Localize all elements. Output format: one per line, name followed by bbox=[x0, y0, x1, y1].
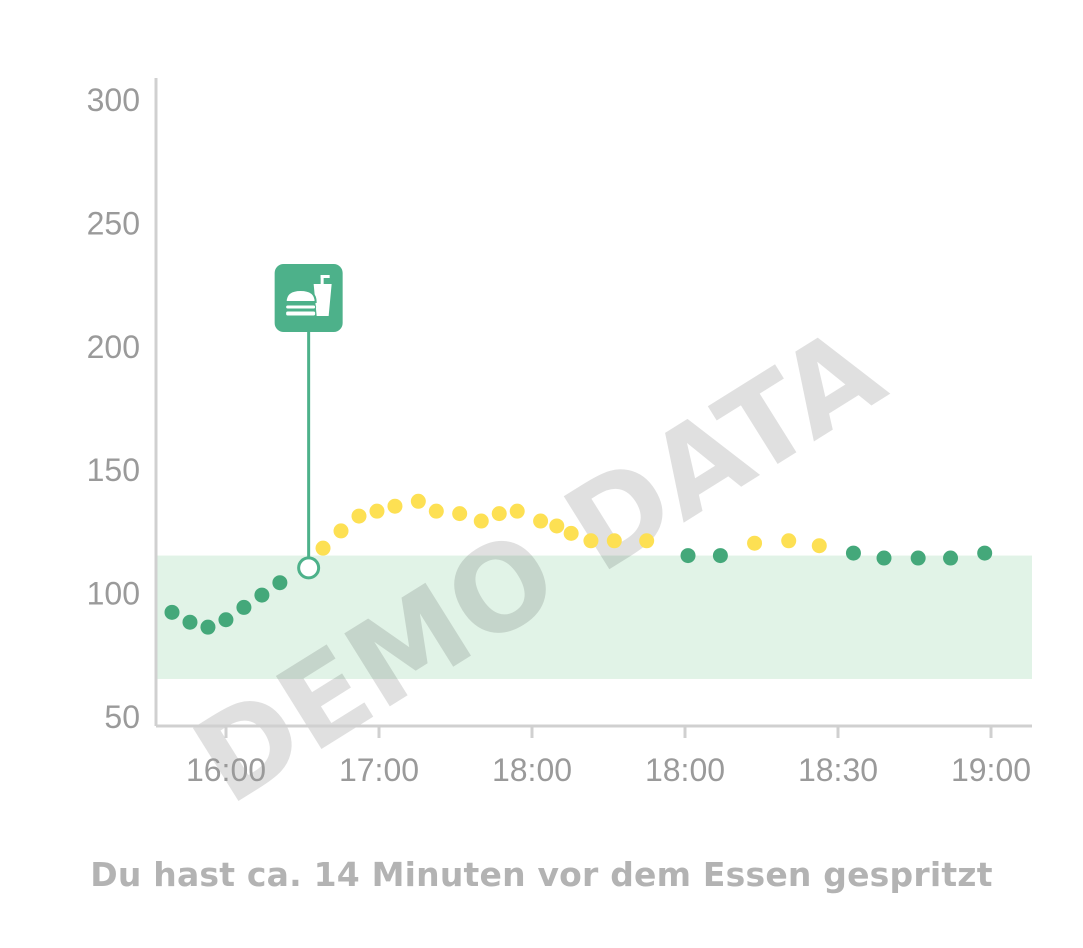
chart-caption: Du hast ca. 14 Minuten vor dem Essen ges… bbox=[90, 855, 993, 894]
glucose-point bbox=[182, 614, 198, 630]
x-tick-marks: 16:00 17:00 18:00 18:00 18:30 19:00 bbox=[186, 726, 1031, 788]
glucose-point bbox=[563, 525, 579, 541]
glucose-point bbox=[747, 535, 763, 551]
glucose-point bbox=[164, 604, 180, 620]
glucose-point bbox=[680, 548, 696, 564]
meal-icon bbox=[284, 275, 332, 317]
y-tick-label: 200 bbox=[87, 329, 140, 365]
glucose-point bbox=[333, 523, 349, 539]
glucose-point bbox=[712, 548, 728, 564]
glucose-point bbox=[533, 513, 549, 529]
glucose-point bbox=[200, 619, 216, 635]
glucose-point bbox=[351, 508, 367, 524]
meal-marker-point bbox=[297, 556, 321, 580]
glucose-point bbox=[236, 599, 252, 615]
glucose-point bbox=[410, 493, 426, 509]
x-tick-label: 18:00 bbox=[645, 752, 725, 788]
glucose-point bbox=[473, 513, 489, 529]
x-tick-label: 16:00 bbox=[186, 752, 266, 788]
y-tick-label: 150 bbox=[87, 452, 140, 488]
glucose-point bbox=[583, 533, 599, 549]
y-tick-label: 300 bbox=[87, 82, 140, 118]
glucose-point bbox=[254, 587, 270, 603]
glucose-point bbox=[369, 503, 385, 519]
glucose-point bbox=[606, 533, 622, 549]
glucose-point bbox=[845, 545, 861, 561]
y-tick-labels: 300 250 200 150 100 50 bbox=[87, 82, 140, 735]
glucose-point bbox=[549, 518, 565, 534]
glucose-point bbox=[639, 533, 655, 549]
glucose-point bbox=[509, 503, 525, 519]
y-tick-label: 50 bbox=[104, 699, 140, 735]
glucose-point bbox=[452, 506, 468, 522]
glucose-point bbox=[977, 545, 993, 561]
x-tick-label: 19:00 bbox=[951, 752, 1031, 788]
glucose-point bbox=[387, 498, 403, 514]
glucose-point bbox=[781, 533, 797, 549]
glucose-point bbox=[218, 612, 234, 628]
y-tick-label: 250 bbox=[87, 205, 140, 241]
glucose-points bbox=[164, 493, 993, 635]
meal-event-marker[interactable] bbox=[274, 264, 343, 580]
glucose-point bbox=[491, 506, 507, 522]
glucose-point bbox=[811, 538, 827, 554]
x-tick-label: 17:00 bbox=[339, 752, 419, 788]
glucose-point bbox=[943, 550, 959, 566]
glucose-point bbox=[272, 575, 288, 591]
x-tick-label: 18:00 bbox=[492, 752, 572, 788]
glucose-point bbox=[315, 540, 331, 556]
glucose-point bbox=[910, 550, 926, 566]
glucose-point bbox=[876, 550, 892, 566]
glucose-point bbox=[428, 503, 444, 519]
y-tick-label: 100 bbox=[87, 576, 140, 612]
x-tick-label: 18:30 bbox=[798, 752, 878, 788]
